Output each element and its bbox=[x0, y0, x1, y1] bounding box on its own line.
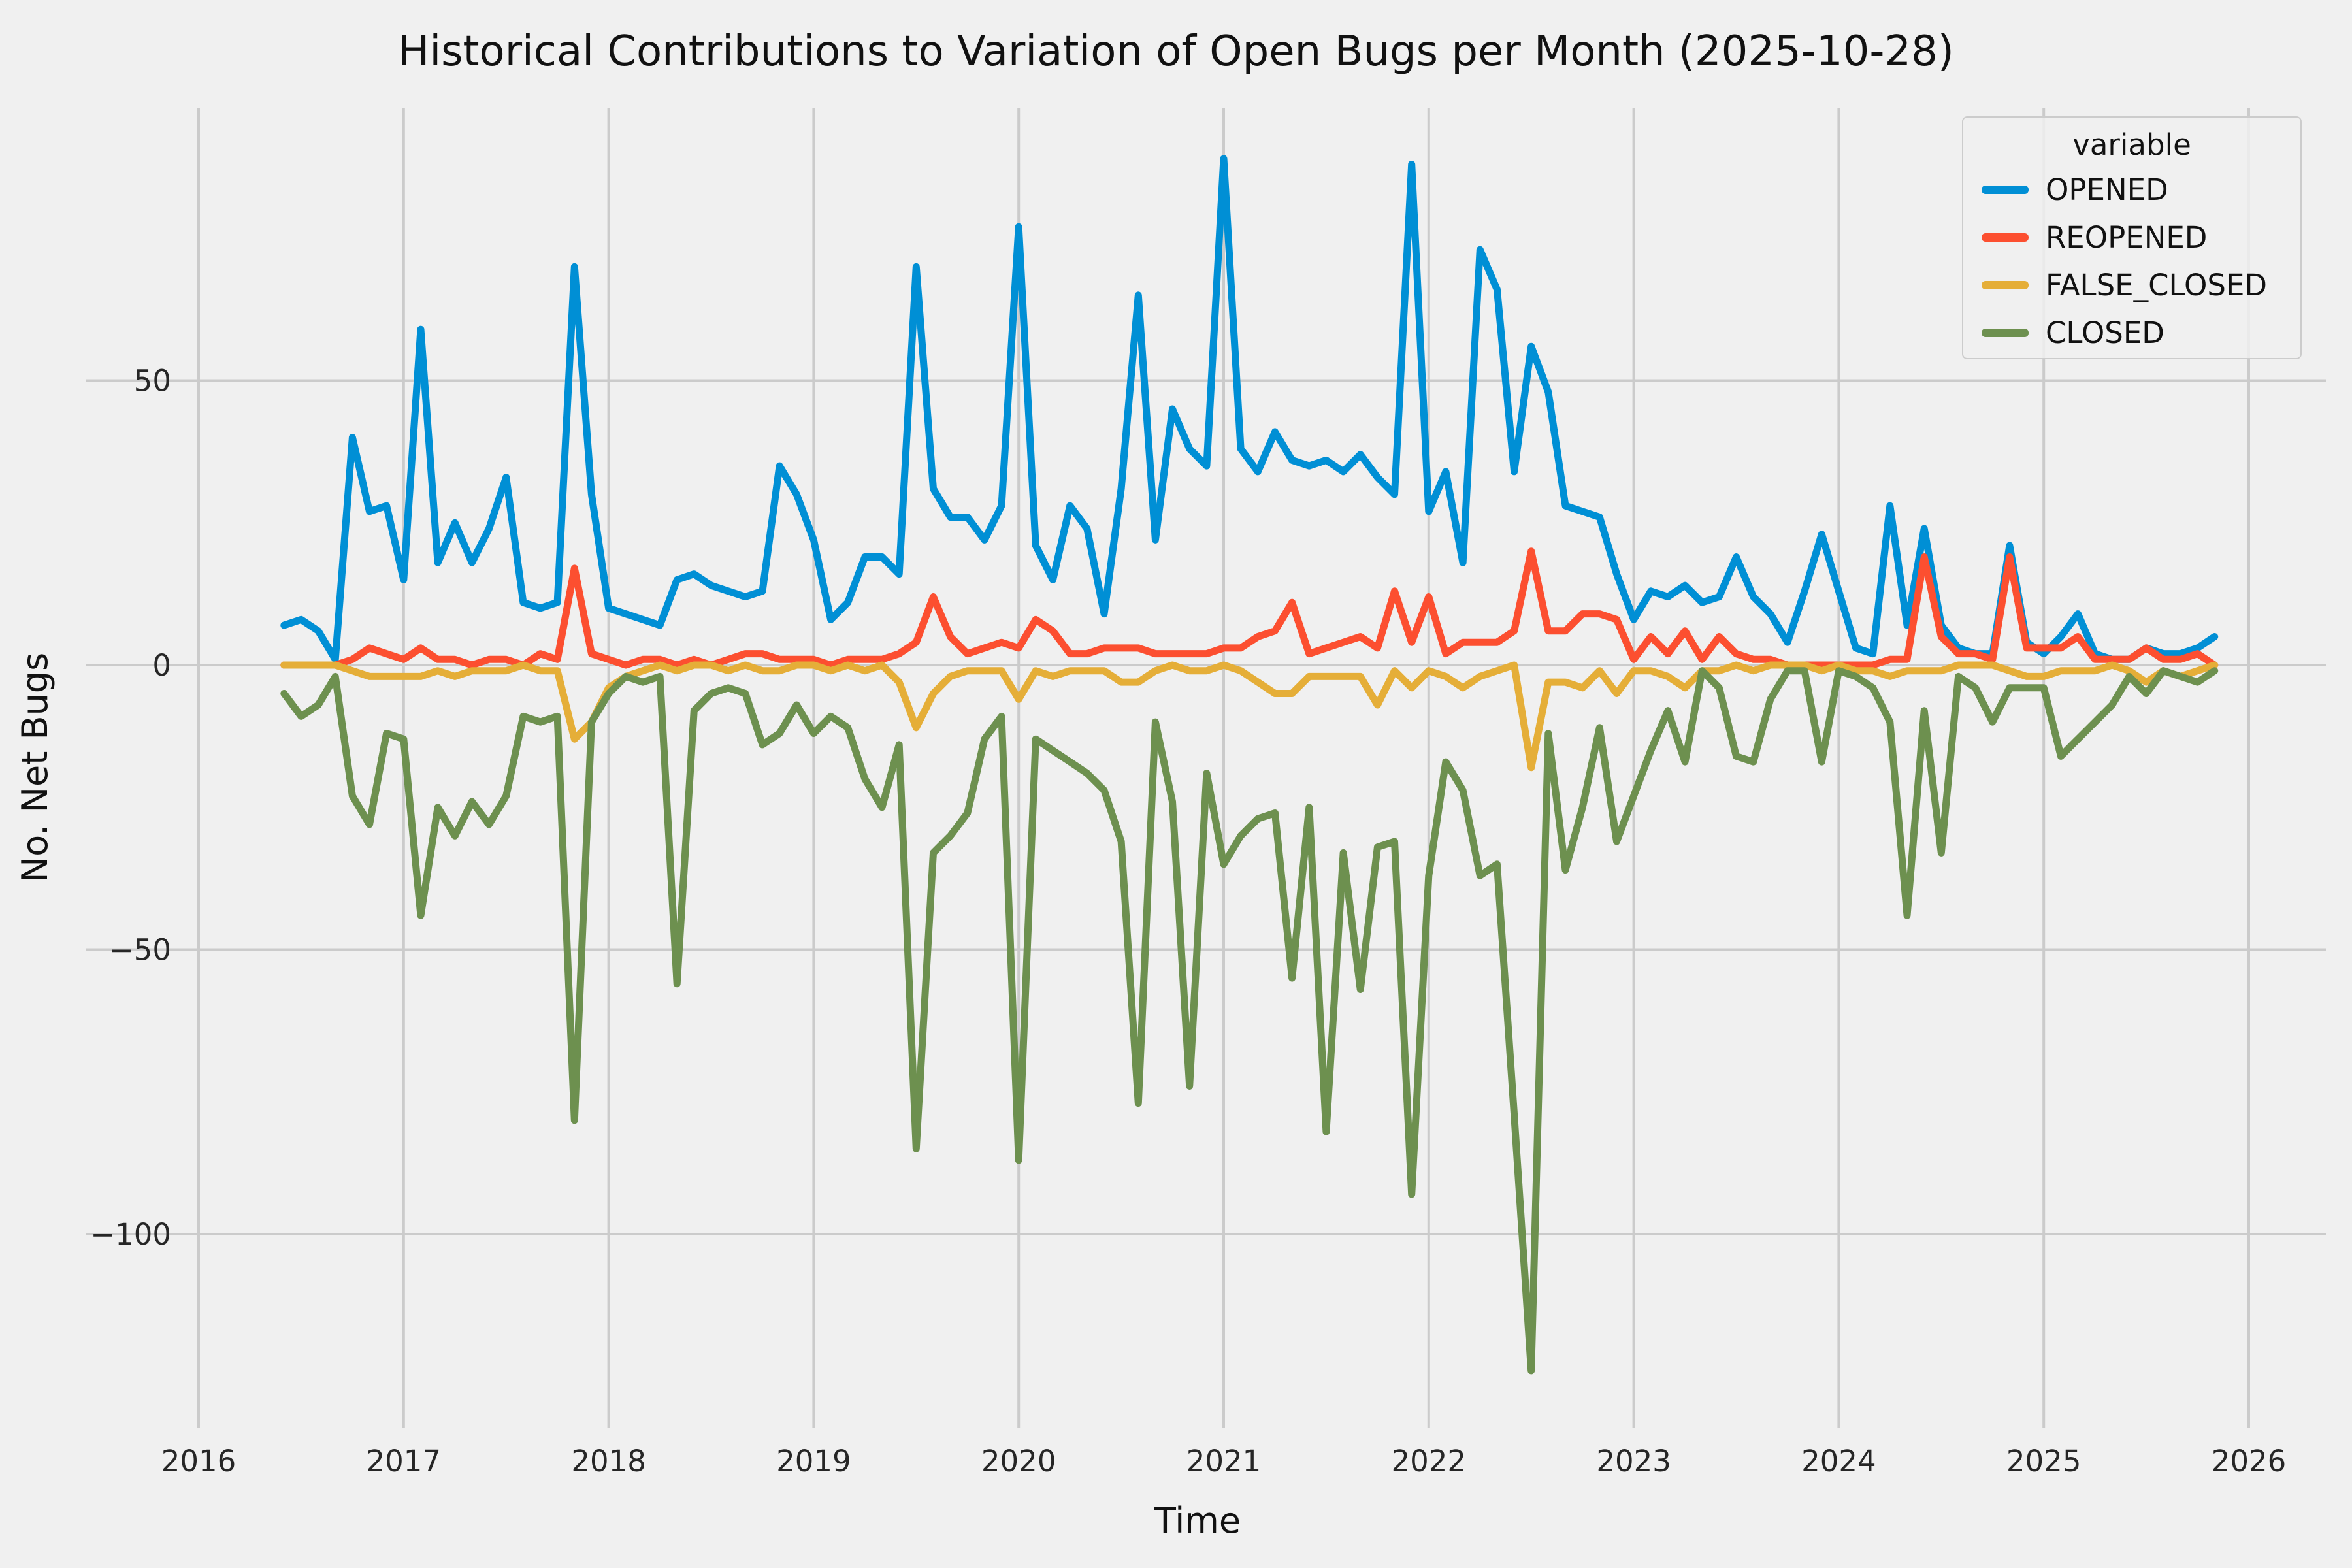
x-tick-label: 2024 bbox=[1801, 1444, 1876, 1478]
legend-entry-opened: OPENED bbox=[1963, 166, 2300, 214]
legend-line-false-closed-icon bbox=[1982, 281, 2029, 289]
x-tick-label: 2022 bbox=[1392, 1444, 1467, 1478]
x-axis-label: Time bbox=[1154, 1500, 1241, 1541]
y-tick-label: −100 bbox=[90, 1217, 171, 1252]
x-tick-label: 2025 bbox=[2006, 1444, 2082, 1478]
legend-entry-false-closed: FALSE_CLOSED bbox=[1963, 261, 2300, 309]
series-line-closed bbox=[280, 667, 2219, 1375]
legend-line-reopened-icon bbox=[1982, 233, 2029, 242]
legend-entry-reopened: REOPENED bbox=[1963, 214, 2300, 261]
x-tick-label: 2021 bbox=[1186, 1444, 1262, 1478]
y-tick-label: −50 bbox=[109, 933, 171, 968]
chart-title: Historical Contributions to Variation of… bbox=[398, 27, 1954, 76]
x-tick-label: 2016 bbox=[161, 1444, 237, 1478]
x-tick-label: 2026 bbox=[2212, 1444, 2287, 1478]
x-tick-label: 2023 bbox=[1596, 1444, 1671, 1478]
y-axis-label: No. Net Bugs bbox=[14, 652, 56, 883]
legend-label: FALSE_CLOSED bbox=[2046, 268, 2268, 302]
x-tick-label: 2017 bbox=[367, 1444, 442, 1478]
x-tick-label: 2020 bbox=[981, 1444, 1056, 1478]
x-tick-label: 2019 bbox=[776, 1444, 851, 1478]
legend: variable OPENED REOPENED FALSE_CLOSED CL… bbox=[1962, 116, 2302, 359]
legend-label: OPENED bbox=[2046, 172, 2168, 207]
x-tick-label: 2018 bbox=[571, 1444, 646, 1478]
legend-label: REOPENED bbox=[2046, 220, 2208, 255]
series-line-reopened bbox=[280, 547, 2219, 669]
y-tick-label: 50 bbox=[134, 364, 171, 399]
legend-label: CLOSED bbox=[2046, 316, 2164, 350]
y-tick-label: 0 bbox=[152, 648, 171, 683]
legend-title: variable bbox=[2072, 127, 2191, 162]
legend-entry-closed: CLOSED bbox=[1963, 309, 2300, 357]
legend-line-opened-icon bbox=[1982, 186, 2029, 194]
series-line-opened bbox=[280, 155, 2219, 663]
legend-line-closed-icon bbox=[1982, 329, 2029, 337]
